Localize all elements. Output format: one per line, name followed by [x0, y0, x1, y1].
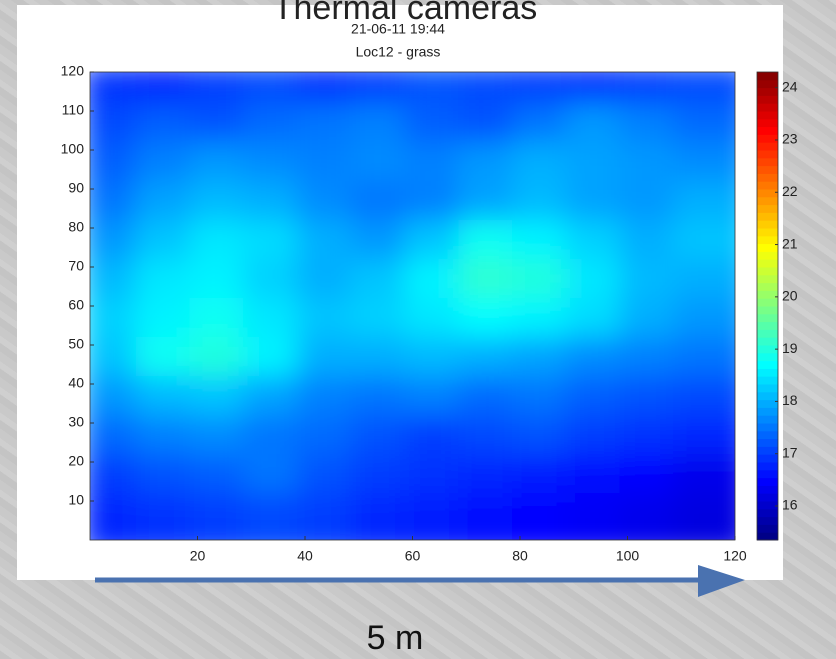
- colorbar-segment: [757, 501, 778, 509]
- colorbar-segment: [757, 485, 778, 493]
- colorbar-tick-label: 16: [782, 497, 798, 513]
- colorbar-segment: [757, 439, 778, 447]
- colorbar-segment: [757, 158, 778, 166]
- colorbar-segment: [757, 259, 778, 267]
- colorbar-tick-label: 19: [782, 340, 798, 356]
- chart: Thermal cameras 21-06-11 19:44 Loc12 - g…: [0, 0, 836, 659]
- scale-label: 5 m: [367, 619, 424, 657]
- colorbar-segment: [757, 142, 778, 150]
- colorbar-segment: [757, 290, 778, 298]
- colorbar-segment: [757, 423, 778, 431]
- colorbar-segment: [757, 298, 778, 306]
- colorbar-segment: [757, 150, 778, 158]
- colorbar-segment: [757, 181, 778, 189]
- y-tick-label: 90: [68, 180, 84, 196]
- colorbar-segment: [757, 127, 778, 135]
- colorbar-segment: [757, 244, 778, 252]
- y-tick-label: 40: [68, 375, 84, 391]
- x-tick-label: 100: [616, 548, 640, 564]
- x-tick-label: 80: [512, 548, 528, 564]
- colorbar-segment: [757, 267, 778, 275]
- colorbar-segment: [757, 314, 778, 322]
- colorbar-segment: [757, 470, 778, 478]
- colorbar-segment: [757, 524, 778, 532]
- colorbar-segment: [757, 493, 778, 501]
- colorbar-tick-label: 21: [782, 235, 798, 251]
- colorbar-segment: [757, 353, 778, 361]
- colorbar-segment: [757, 322, 778, 330]
- colorbar-segment: [757, 283, 778, 291]
- colorbar-tick-label: 23: [782, 131, 798, 147]
- colorbar-segment: [757, 205, 778, 213]
- chart-title: 21-06-11 19:44: [351, 21, 445, 37]
- y-tick-label: 120: [61, 63, 85, 79]
- x-tick-label: 60: [405, 548, 421, 564]
- colorbar-segment: [757, 72, 778, 80]
- colorbar-segment: [757, 88, 778, 96]
- colorbar-segment: [757, 454, 778, 462]
- y-tick-label: 50: [68, 336, 84, 352]
- x-tick-label: 120: [723, 548, 747, 564]
- colorbar-segment: [757, 368, 778, 376]
- slide: Thermal cameras 21-06-11 19:44 Loc12 - g…: [0, 0, 836, 659]
- y-tick-label: 20: [68, 453, 84, 469]
- chart-subtitle: Loc12 - grass: [356, 44, 441, 60]
- colorbar-segment: [757, 80, 778, 88]
- colorbar-segment: [757, 189, 778, 197]
- colorbar-segment: [757, 392, 778, 400]
- colorbar-segment: [757, 361, 778, 369]
- colorbar-segment: [757, 407, 778, 415]
- colorbar-segment: [757, 111, 778, 119]
- colorbar-segment: [757, 228, 778, 236]
- colorbar-segment: [757, 415, 778, 423]
- colorbar-segment: [757, 532, 778, 540]
- colorbar-segment: [757, 462, 778, 470]
- colorbar-tick-label: 17: [782, 444, 798, 460]
- y-tick-label: 80: [68, 219, 84, 235]
- colorbar-segment: [757, 212, 778, 220]
- colorbar-segment: [757, 251, 778, 259]
- colorbar-segment: [757, 345, 778, 353]
- colorbar-segment: [757, 220, 778, 228]
- colorbar-segment: [757, 275, 778, 283]
- colorbar-segment: [757, 236, 778, 244]
- colorbar-segment: [757, 119, 778, 127]
- heatmap: [82, 64, 751, 556]
- colorbar-tick-label: 18: [782, 392, 798, 408]
- colorbar-tick-label: 24: [782, 78, 798, 94]
- colorbar-segment: [757, 384, 778, 392]
- y-tick-label: 30: [68, 414, 84, 430]
- colorbar-segment: [757, 197, 778, 205]
- colorbar-segment: [757, 103, 778, 111]
- y-tick-label: 70: [68, 258, 84, 274]
- colorbar-segment: [757, 306, 778, 314]
- colorbar-segment: [757, 173, 778, 181]
- colorbar-segment: [757, 509, 778, 517]
- y-tick-label: 100: [61, 141, 85, 157]
- x-tick-label: 20: [190, 548, 206, 564]
- colorbar-segment: [757, 431, 778, 439]
- colorbar-segment: [757, 376, 778, 384]
- colorbar-segment: [757, 329, 778, 337]
- colorbar-segment: [757, 478, 778, 486]
- colorbar-segment: [757, 446, 778, 454]
- x-tick-label: 40: [297, 548, 313, 564]
- colorbar-segment: [757, 400, 778, 408]
- colorbar-segment: [757, 166, 778, 174]
- y-tick-label: 110: [62, 102, 85, 118]
- colorbar-segment: [757, 337, 778, 345]
- y-tick-label: 60: [68, 297, 84, 313]
- colorbar-segment: [757, 95, 778, 103]
- colorbar-segment: [757, 134, 778, 142]
- colorbar-segment: [757, 517, 778, 525]
- y-tick-label: 10: [68, 492, 84, 508]
- colorbar-tick-label: 22: [782, 183, 798, 199]
- colorbar-tick-label: 20: [782, 288, 798, 304]
